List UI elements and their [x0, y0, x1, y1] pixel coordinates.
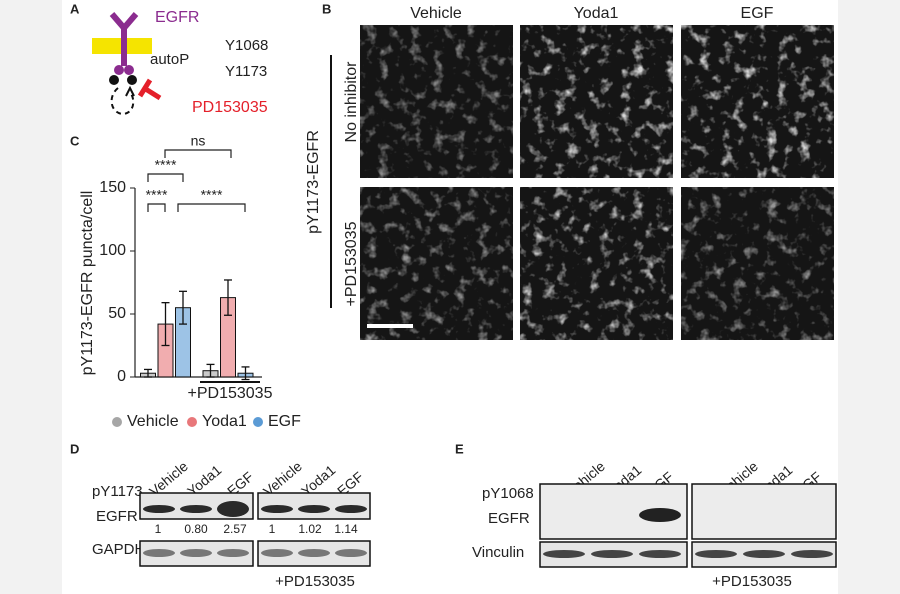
panel-label: B — [322, 1, 331, 16]
band — [217, 501, 249, 517]
quantification: 1.02 — [298, 522, 322, 536]
column-header: EGF — [741, 5, 774, 22]
band — [143, 505, 175, 513]
band — [695, 550, 737, 558]
band — [335, 505, 367, 513]
significance-bracket — [177, 203, 246, 212]
y-tick-label: 50 — [108, 305, 126, 322]
blot-label: pY1173 — [92, 483, 143, 500]
receptor-icon — [109, 12, 139, 66]
legend-swatch — [112, 417, 122, 427]
micrograph-texture — [360, 187, 513, 340]
column-header: Yoda1 — [574, 5, 619, 22]
quantification: 0.80 — [184, 522, 208, 536]
quantification: 1.14 — [334, 522, 358, 536]
arrow-head — [125, 85, 135, 97]
phosphate — [109, 75, 119, 85]
legend-swatch — [253, 417, 263, 427]
band — [217, 549, 249, 557]
internalization-arrow — [110, 87, 135, 116]
treatment-label: +PD153035 — [275, 573, 355, 590]
blot-label: EGFR — [488, 510, 530, 527]
legend-label: EGF — [268, 413, 301, 430]
micrographs — [360, 25, 834, 340]
blot-box — [691, 483, 837, 540]
band — [298, 505, 330, 513]
blot-label: EGFR — [96, 508, 138, 525]
legend-label: Vehicle — [127, 413, 179, 430]
receptor-label: EGFR — [155, 9, 199, 26]
micrograph-texture — [520, 25, 673, 178]
band — [591, 550, 633, 558]
quantification: 1 — [269, 522, 276, 536]
significance-bracket — [147, 203, 166, 212]
band — [639, 508, 681, 522]
phospho-site — [124, 65, 134, 75]
y-tick-label: 100 — [99, 242, 126, 259]
band — [261, 505, 293, 513]
group-label: +PD153035 — [188, 385, 273, 402]
loading-label: GAPDH — [92, 541, 145, 558]
band — [743, 550, 785, 558]
panel-label: E — [455, 441, 464, 456]
band — [143, 549, 175, 557]
band — [543, 550, 585, 558]
band — [261, 549, 293, 557]
panel-label: C — [70, 133, 80, 148]
significance-label: **** — [155, 157, 177, 173]
band — [335, 549, 367, 557]
micrograph-texture — [681, 187, 834, 340]
significance-label: **** — [146, 187, 168, 203]
band — [791, 550, 833, 558]
loading-label: Vinculin — [472, 544, 524, 561]
y-tick-label: 150 — [99, 179, 126, 196]
y-tick-label: 0 — [117, 368, 126, 385]
significance-bracket — [147, 173, 184, 182]
legend-label: Yoda1 — [202, 413, 247, 430]
micrograph-texture — [520, 187, 673, 340]
stain-label: pY1173-EGFR — [305, 130, 322, 234]
significance-bracket — [164, 149, 232, 158]
micrograph-texture — [681, 25, 834, 178]
band — [180, 549, 212, 557]
inhibitor-label: PD153035 — [192, 99, 268, 116]
column-header: Vehicle — [410, 5, 462, 22]
legend-swatch — [187, 417, 197, 427]
process-label: autoP — [150, 51, 189, 68]
panel-label: A — [70, 1, 80, 16]
micrograph-texture — [360, 25, 513, 178]
panel-label: D — [70, 441, 79, 456]
blot-label: pY1068 — [482, 485, 534, 502]
site-label: Y1068 — [225, 37, 268, 54]
band — [180, 505, 212, 513]
significance-label: ns — [191, 133, 206, 149]
blot-box — [539, 483, 688, 540]
bar-chart: 0 50 100 150 +PD153035 **** **** ns **** Vehicle Y… — [99, 133, 301, 431]
site-label: Y1173 — [225, 63, 267, 80]
inhibition-symbol — [137, 78, 162, 101]
significance-label: **** — [201, 187, 223, 203]
quantification: 1 — [155, 522, 162, 536]
treatment-label: +PD153035 — [712, 573, 792, 590]
phospho-site — [114, 65, 124, 75]
quantification: 2.57 — [223, 522, 247, 536]
band — [298, 549, 330, 557]
y-axis-title: pY1173-EGFR puncta/cell — [79, 191, 96, 376]
phosphate — [127, 75, 137, 85]
row-label: +PD153035 — [343, 221, 360, 306]
row-label: No inhibitor — [343, 61, 360, 143]
band — [639, 550, 681, 558]
